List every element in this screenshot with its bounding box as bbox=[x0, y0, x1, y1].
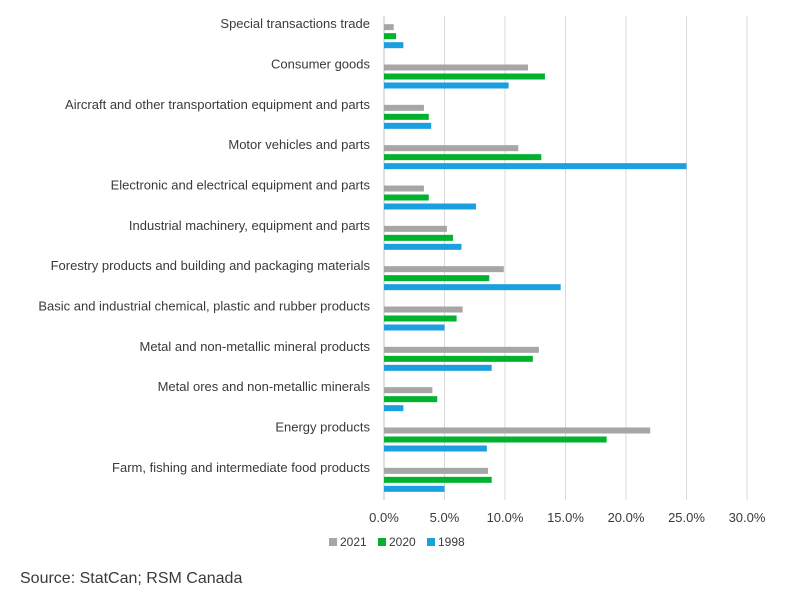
bar-2021 bbox=[384, 266, 504, 273]
bar-2020 bbox=[384, 234, 453, 241]
gridlines bbox=[383, 16, 748, 500]
bar-2021 bbox=[384, 387, 433, 394]
bar-1998 bbox=[384, 163, 687, 170]
category-label: Metal ores and non-metallic minerals bbox=[158, 379, 371, 394]
category-label: Electronic and electrical equipment and … bbox=[111, 178, 371, 193]
bar-2021 bbox=[384, 225, 447, 232]
bar-2020 bbox=[384, 436, 607, 443]
bar-1998 bbox=[384, 324, 445, 331]
bar-2020 bbox=[384, 355, 533, 362]
legend-swatch-2021 bbox=[329, 538, 337, 546]
x-tick-label: 15.0% bbox=[547, 510, 584, 525]
category-label: Farm, fishing and intermediate food prod… bbox=[112, 460, 370, 475]
category-label: Consumer goods bbox=[271, 57, 370, 72]
category-label: Aircraft and other transportation equipm… bbox=[65, 97, 370, 112]
bar-1998 bbox=[384, 243, 462, 250]
bar-2021 bbox=[384, 346, 539, 353]
bar-2020 bbox=[384, 396, 438, 403]
source-note: Source: StatCan; RSM Canada bbox=[20, 570, 243, 587]
bar-2021 bbox=[384, 467, 489, 474]
legend: 2021 2020 1998 bbox=[329, 535, 465, 549]
legend-swatch-1998 bbox=[427, 538, 435, 546]
bar-1998 bbox=[384, 445, 487, 452]
bar-2021 bbox=[384, 104, 424, 111]
bar-2021 bbox=[384, 427, 651, 434]
x-tick-label: 20.0% bbox=[608, 510, 645, 525]
bar-2021 bbox=[384, 64, 528, 71]
bar-1998 bbox=[384, 82, 509, 89]
category-label: Special transactions trade bbox=[220, 16, 370, 31]
bar-1998 bbox=[384, 485, 445, 492]
legend-label: 1998 bbox=[438, 535, 465, 549]
category-label: Basic and industrial chemical, plastic a… bbox=[38, 299, 370, 314]
bar-1998 bbox=[384, 122, 432, 129]
x-tick-label: 30.0% bbox=[729, 510, 766, 525]
x-tick-label: 5.0% bbox=[430, 510, 460, 525]
bar-chart: Special transactions trade Consumer goods… bbox=[38, 16, 766, 549]
bar-1998 bbox=[384, 364, 492, 371]
bar-2021 bbox=[384, 306, 463, 313]
bar-2020 bbox=[384, 315, 457, 322]
bar-2020 bbox=[384, 194, 429, 201]
bar-2020 bbox=[384, 275, 490, 282]
bar-2020 bbox=[384, 73, 545, 80]
bar-1998 bbox=[384, 203, 476, 210]
category-labels: Special transactions trade Consumer goods… bbox=[38, 16, 370, 475]
bar-1998 bbox=[384, 284, 561, 291]
bar-1998 bbox=[384, 405, 404, 412]
x-tick-label: 10.0% bbox=[487, 510, 524, 525]
legend-swatch-2020 bbox=[378, 538, 386, 546]
x-tick-label: 0.0% bbox=[369, 510, 399, 525]
category-label: Forestry products and building and packa… bbox=[51, 258, 371, 273]
bar-1998 bbox=[384, 42, 404, 49]
bar-2021 bbox=[384, 24, 394, 31]
bar-2021 bbox=[384, 185, 424, 192]
legend-label: 2020 bbox=[389, 535, 416, 549]
category-label: Industrial machinery, equipment and part… bbox=[129, 218, 371, 233]
x-tick-label: 25.0% bbox=[668, 510, 705, 525]
bar-2021 bbox=[384, 145, 519, 152]
category-label: Metal and non-metallic mineral products bbox=[140, 339, 371, 354]
bar-2020 bbox=[384, 476, 492, 483]
bar-2020 bbox=[384, 154, 542, 161]
x-axis-tick-labels: 0.0% 5.0% 10.0% 15.0% 20.0% 25.0% 30.0% bbox=[369, 510, 766, 525]
category-label: Motor vehicles and parts bbox=[228, 137, 370, 152]
bar-2020 bbox=[384, 113, 429, 120]
bar-2020 bbox=[384, 33, 397, 40]
bars bbox=[384, 24, 687, 492]
category-label: Energy products bbox=[275, 420, 370, 435]
legend-label: 2021 bbox=[340, 535, 367, 549]
